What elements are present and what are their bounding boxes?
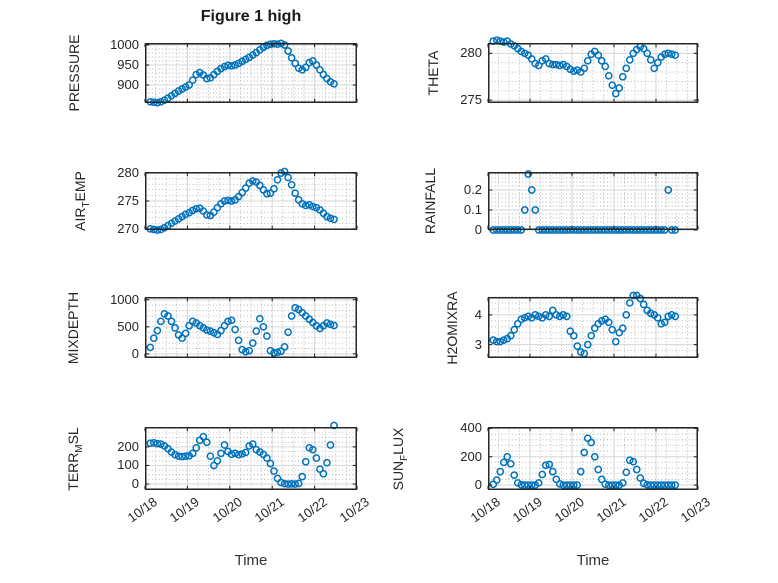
subplot-h2omixra [487, 291, 699, 358]
y-axis-label-mixdepth: MIXDEPTH [63, 263, 83, 393]
figure-title: Figure 1 high [200, 8, 302, 25]
series-markers [146, 421, 338, 488]
y-label-text: PRESSURE [66, 34, 82, 112]
y-tick-label: 0 [474, 477, 482, 493]
y-tick-label: 0 [131, 345, 139, 361]
y-tick-label: 275 [117, 193, 139, 208]
y-label-text: THETA [425, 50, 441, 96]
x-axis-label: Time [576, 552, 610, 569]
y-label-text: MIXDEPTH [65, 291, 81, 364]
series-markers [146, 167, 338, 234]
series-markers [489, 434, 680, 489]
x-tick-label: 10/19 [167, 494, 203, 526]
y-tick-label: 4 [474, 306, 482, 322]
x-tick-label: 10/20 [209, 494, 245, 526]
series-markers [489, 36, 680, 98]
y-tick-label: 100 [117, 457, 139, 473]
x-axis-label: Time [234, 552, 268, 569]
y-label-text: EMP [72, 171, 88, 202]
y-label-text: SUN [390, 460, 406, 490]
y-label-text: SL [65, 426, 81, 444]
minor-grid [488, 172, 698, 230]
y-label-text: H2OMIXRA [444, 290, 460, 365]
major-grid [488, 172, 698, 231]
minor-grid [488, 296, 698, 358]
y-tick-label: 900 [117, 77, 139, 92]
y-tick-label: 1000 [110, 37, 139, 52]
y-axis-label-h2omixra: H2OMIXRA [442, 263, 462, 393]
subplot-terr_msl [144, 421, 358, 490]
y-label-subscript: F [398, 454, 410, 461]
subplot-pressure [144, 39, 358, 107]
y-tick-label: 950 [117, 57, 139, 72]
y-label-text: LUX [390, 427, 406, 455]
y-tick-label: 0.2 [463, 182, 482, 197]
subplot-theta [487, 36, 699, 103]
subplot-mixdepth [144, 297, 358, 358]
series-markers [146, 303, 338, 357]
y-label-text: AIR [72, 207, 88, 231]
y-tick-label: 280 [117, 165, 139, 181]
y-tick-label: 0 [131, 476, 139, 492]
x-tick-label: 10/23 [336, 494, 372, 526]
y-label-text: RAINFALL [422, 167, 438, 235]
y-tick-label: 1000 [110, 291, 139, 307]
axes-box [144, 427, 358, 490]
y-label-text: TERR [65, 452, 81, 491]
x-tick-label: 10/23 [677, 494, 713, 526]
axes-box [487, 297, 699, 358]
y-tick-label: 3 [474, 336, 482, 352]
y-tick-label: 0 [474, 222, 482, 237]
axes-box [487, 172, 699, 231]
y-tick-label: 275 [460, 92, 482, 108]
x-tick-label: 10/18 [467, 494, 503, 526]
y-tick-label: 200 [117, 438, 139, 454]
major-grid [145, 43, 357, 103]
y-label-subscript: M [73, 443, 85, 453]
x-tick-label: 10/19 [509, 494, 545, 526]
y-label-subscript: T [80, 201, 92, 208]
axes-box [144, 172, 358, 230]
y-axis-label-air_temp: AIRTEMP [70, 136, 92, 266]
x-tick-label: 10/20 [551, 494, 587, 526]
subplot-rainfall [487, 170, 699, 234]
subplot-air_temp [144, 167, 358, 234]
axes-box [487, 43, 699, 103]
y-axis-label-terr_msl: TERRMSL [63, 394, 85, 524]
subplot-sun_flux [487, 427, 699, 490]
y-axis-label-sun_flux: SUNFLUX [388, 394, 410, 524]
y-tick-label: 270 [117, 220, 139, 236]
x-tick-label: 10/21 [593, 494, 629, 526]
y-axis-label-pressure: PRESSURE [64, 8, 84, 138]
y-tick-label: 500 [117, 318, 139, 334]
axes-box [487, 427, 699, 490]
series-markers [489, 170, 680, 234]
axes-box [144, 43, 358, 103]
x-tick-label: 10/22 [635, 494, 671, 526]
y-axis-label-theta: THETA [423, 8, 443, 138]
axes-box [144, 297, 358, 358]
x-tick-label: 10/21 [251, 494, 288, 526]
y-axis-label-rainfall: RAINFALL [420, 136, 440, 266]
series-markers [489, 291, 680, 358]
x-tick-label: 10/22 [294, 494, 330, 526]
y-tick-label: 280 [460, 45, 482, 61]
y-tick-label: 200 [460, 448, 482, 464]
x-tick-label: 10/18 [124, 494, 160, 526]
y-tick-label: 400 [460, 420, 482, 436]
y-tick-label: 0.1 [463, 202, 482, 217]
